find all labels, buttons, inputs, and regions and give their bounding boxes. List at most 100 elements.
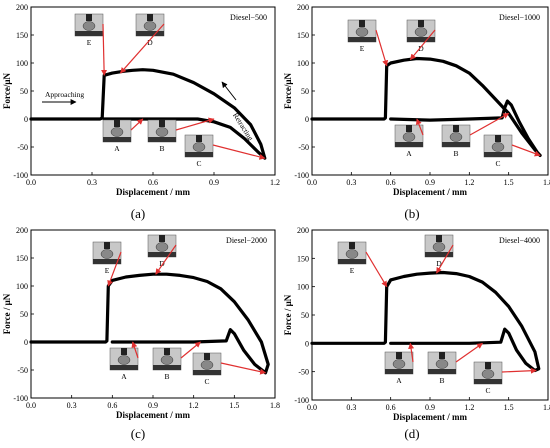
- photo-label: D: [436, 259, 442, 268]
- pointer-arrow: [436, 244, 454, 274]
- y-tick-label: -50: [298, 143, 309, 152]
- pointer-arrow: [409, 29, 436, 61]
- substrate: [385, 369, 413, 374]
- droplet: [155, 127, 169, 137]
- pointer-arrow: [365, 251, 388, 288]
- droplet-photo-a: A: [394, 124, 424, 158]
- droplet: [481, 369, 495, 379]
- droplet-photo-d: D: [135, 13, 165, 47]
- droplet: [414, 27, 428, 37]
- substrate: [153, 365, 181, 370]
- x-tick-label: 1.5: [504, 403, 514, 412]
- series-line-1: [29, 68, 267, 160]
- pointer-arrow: [469, 112, 510, 136]
- y-axis-title: Force / μN: [2, 293, 12, 334]
- y-tick-label: 0: [305, 339, 309, 348]
- y-tick-label: -100: [13, 394, 28, 403]
- retracting-arrow: [221, 81, 237, 101]
- x-tick-label: 0.0: [307, 178, 317, 187]
- x-tick-label: 0.6: [148, 178, 158, 187]
- panel-label: (a): [131, 206, 145, 221]
- droplet-photo-b: B: [152, 347, 182, 381]
- droplet: [392, 359, 406, 369]
- pointer-arrow: [220, 362, 267, 375]
- droplet: [143, 21, 157, 31]
- substrate: [428, 369, 456, 374]
- probe-needle: [159, 235, 165, 242]
- x-tick-label: 0.0: [26, 401, 36, 410]
- probe-needle: [396, 352, 402, 359]
- x-tick-label: 0.9: [209, 178, 219, 187]
- probe-needle: [495, 135, 501, 142]
- pointer-arrow: [155, 244, 177, 275]
- droplet-photo-d: D: [147, 234, 177, 268]
- x-tick-label: 0.3: [346, 178, 356, 187]
- y-tick-label: 50: [20, 87, 28, 96]
- droplet: [432, 242, 446, 252]
- y-tick-label: 0: [24, 338, 28, 347]
- droplet: [435, 359, 449, 369]
- chart-panel-4: -100 -50 0 50 100 150 200 0.0 0.3 0.6 0.9 1.2 1.5 1.8…: [283, 226, 550, 422]
- droplet: [110, 127, 124, 137]
- droplet-photo-d: D: [424, 234, 454, 268]
- substrate: [338, 259, 366, 264]
- probe-needle: [147, 14, 153, 21]
- droplet-photo-c: C: [192, 352, 222, 386]
- pointer-arrow: [511, 144, 541, 157]
- photo-label: E: [105, 266, 110, 275]
- probe-needle: [349, 242, 355, 249]
- x-tick-label: 1.8: [543, 178, 550, 187]
- pointer-arrow: [175, 117, 215, 131]
- photo-label: A: [121, 372, 127, 381]
- y-axis-title: Force / μN: [283, 294, 293, 335]
- approaching-label: Approaching: [45, 90, 84, 99]
- y-tick-label: 100: [297, 59, 309, 68]
- photo-label: D: [159, 259, 165, 268]
- droplet-photo-b: B: [427, 351, 457, 385]
- substrate: [348, 37, 376, 42]
- photo-label: C: [204, 377, 209, 386]
- x-tick-label: 0.6: [107, 401, 117, 410]
- droplet: [82, 21, 96, 31]
- pointer-arrow: [455, 342, 483, 363]
- pointer-arrow: [375, 29, 389, 67]
- photo-label: E: [350, 266, 355, 275]
- x-tick-label: 1.8: [270, 401, 280, 410]
- droplet-photo-c: C: [473, 361, 503, 395]
- droplet-photo-a: A: [109, 347, 139, 381]
- substrate: [395, 142, 423, 147]
- y-axis-title: Force/μN: [2, 73, 12, 109]
- droplet: [192, 142, 206, 152]
- pointer-arrow: [107, 251, 122, 287]
- panel-label: (b): [404, 206, 419, 221]
- photo-label: B: [453, 149, 458, 158]
- droplet-photo-a: A: [384, 351, 414, 385]
- y-tick-label: -100: [13, 171, 28, 180]
- substrate: [185, 152, 213, 157]
- substrate: [93, 259, 121, 264]
- substrate: [407, 37, 435, 42]
- probe-needle: [453, 125, 459, 132]
- photo-label: D: [418, 44, 424, 53]
- droplet: [100, 249, 114, 259]
- y-tick-label: 200: [297, 3, 309, 12]
- chart-panel-3: -100 -50 0 50 100 150 200 0.0 0.3 0.6 0.9 1.2 1.5 1.8…: [2, 226, 280, 420]
- droplet: [345, 249, 359, 259]
- x-tick-label: 1.2: [270, 178, 280, 187]
- pointer-arrow: [212, 144, 266, 160]
- pointer-arrow: [101, 23, 108, 76]
- probe-needle: [164, 348, 170, 355]
- substrate: [110, 365, 138, 370]
- y-tick-label: 0: [305, 115, 309, 124]
- substrate: [425, 252, 453, 257]
- droplet-photo-e: E: [74, 13, 104, 47]
- x-tick-label: 0.6: [386, 403, 396, 412]
- x-tick-label: 1.5: [229, 401, 239, 410]
- droplet-photo-b: B: [441, 124, 471, 158]
- y-tick-label: 100: [16, 59, 28, 68]
- pointer-arrow: [120, 23, 165, 74]
- droplet: [449, 132, 463, 142]
- photo-label: E: [87, 38, 92, 47]
- droplet-photo-e: E: [337, 241, 367, 275]
